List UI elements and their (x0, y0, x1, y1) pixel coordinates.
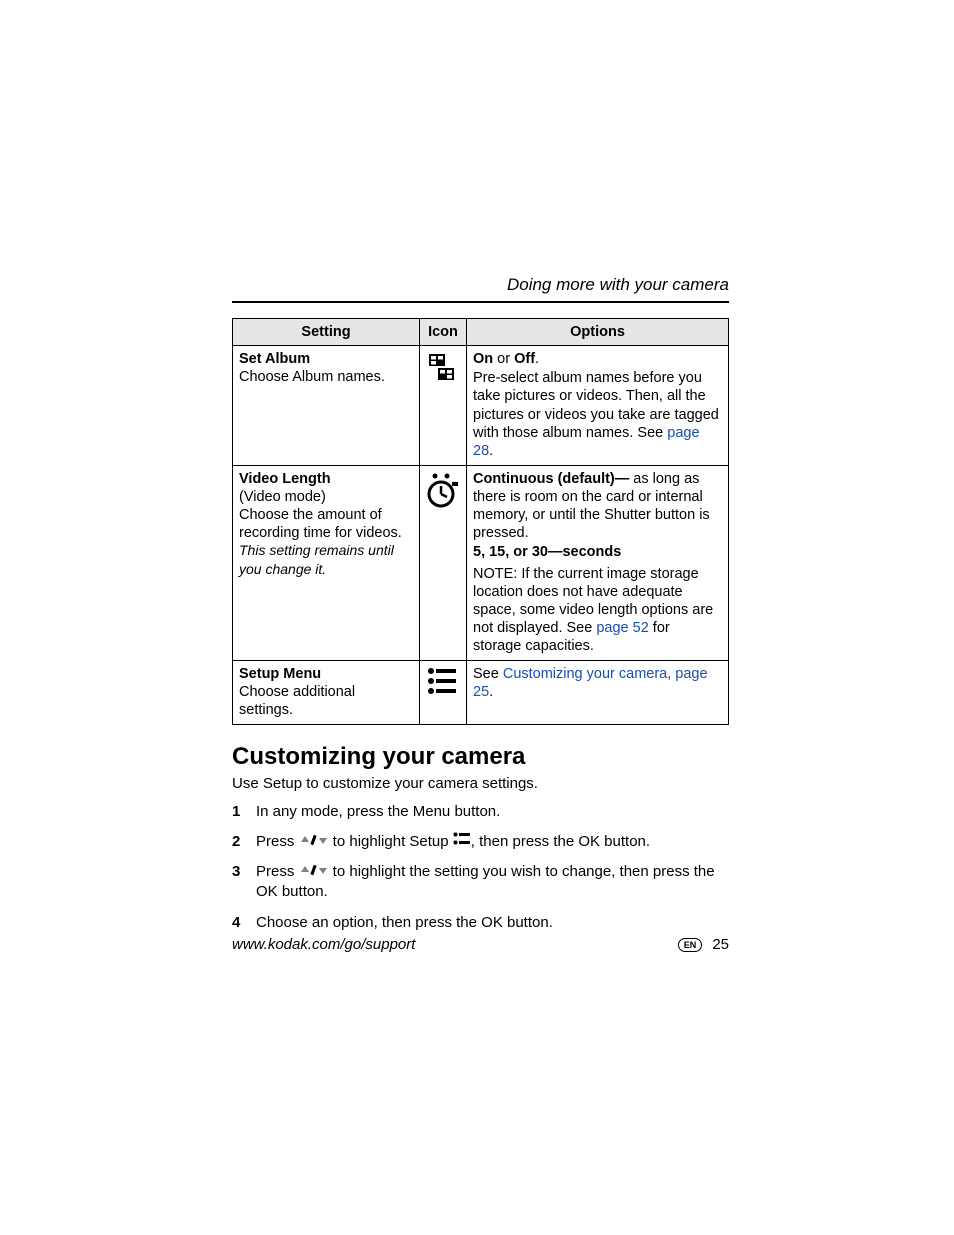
step-item: Press to highlight the setting you wish … (232, 862, 729, 903)
setting-sub: (Video mode) (239, 489, 326, 505)
setting-desc: Choose additional settings. (239, 684, 355, 718)
footer-url: www.kodak.com/go/support (232, 936, 415, 953)
setup-menu-icon (427, 685, 459, 701)
up-down-icon (299, 832, 329, 852)
opt-on: On (473, 351, 493, 367)
section-header: Doing more with your camera (232, 275, 729, 295)
settings-table: Setting Icon Options Set Album Choose Al… (232, 318, 729, 725)
seconds-options: 5, 15, or 30—seconds (473, 543, 722, 561)
th-options: Options (467, 319, 729, 346)
th-icon: Icon (420, 319, 467, 346)
lang-badge: EN (678, 938, 703, 952)
step-item: In any mode, press the Menu button. (232, 802, 729, 822)
setting-desc: Choose Album names. (239, 369, 385, 385)
video-length-icon (426, 496, 460, 512)
setting-desc: Choose the amount of recording time for … (239, 507, 402, 541)
footer: www.kodak.com/go/support EN 25 (232, 936, 729, 953)
page-52-link[interactable]: page 52 (596, 620, 648, 636)
table-row: Video Length (Video mode) Choose the amo… (233, 465, 729, 660)
th-setting: Setting (233, 319, 420, 346)
continuous-label: Continuous (default)— (473, 471, 629, 487)
table-header-row: Setting Icon Options (233, 319, 729, 346)
customizing-link[interactable]: Customizing your camera, page 25 (473, 666, 708, 700)
section-title: Customizing your camera (232, 743, 729, 771)
table-row: Setup Menu Choose additional settings. (233, 661, 729, 724)
setting-title: Video Length (239, 471, 331, 487)
table-row: Set Album Choose Album names. (233, 346, 729, 466)
steps-list: In any mode, press the Menu button. Pres… (232, 802, 729, 933)
page: Doing more with your camera Setting Icon… (0, 0, 954, 1235)
step-item: Press to highlight Setup , then press th… (232, 832, 729, 852)
note-label: NOTE: (473, 566, 521, 582)
setting-title: Setup Menu (239, 666, 321, 682)
setup-inline-icon (453, 832, 471, 852)
section-intro: Use Setup to customize your camera setti… (232, 775, 729, 792)
up-down-icon (299, 862, 329, 882)
setting-title: Set Album (239, 351, 310, 367)
opt-off: Off (514, 351, 535, 367)
step-item: Choose an option, then press the OK butt… (232, 913, 729, 933)
page-number: 25 (712, 936, 729, 953)
section-rule (232, 301, 729, 303)
setting-note: This setting remains until you change it… (239, 542, 394, 576)
album-icon (429, 370, 457, 386)
